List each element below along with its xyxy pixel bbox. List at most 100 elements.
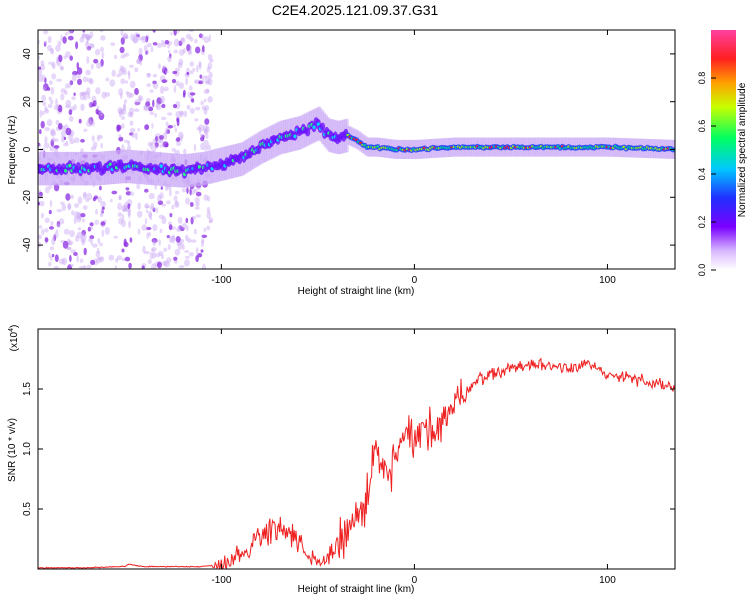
noise-blob xyxy=(117,202,122,211)
noise-blob xyxy=(122,207,129,212)
noise-blob xyxy=(114,264,117,269)
noise-blob xyxy=(153,144,158,150)
noise-blob xyxy=(122,208,127,212)
ridge-core xyxy=(197,165,201,169)
noise-blob xyxy=(189,187,192,196)
noise-blob xyxy=(86,33,90,41)
noise-blob xyxy=(47,103,53,109)
noise-blob xyxy=(110,42,116,47)
noise-blob xyxy=(183,89,186,96)
noise-blob xyxy=(167,244,171,251)
noise-blob xyxy=(164,260,170,268)
noise-blob xyxy=(171,78,177,84)
noise-blob xyxy=(194,118,199,122)
spectrogram-panel: -100 0 100 -40 -20 0 20 40 Height of straight l… xyxy=(7,29,676,297)
noise-blob xyxy=(44,106,48,112)
noise-blob xyxy=(41,94,46,102)
snr-axes: -100 0 100 0.5 1.0 1.5 xyxy=(22,329,675,586)
noise-blob xyxy=(174,190,180,195)
noise-blob xyxy=(48,209,52,215)
noise-blob xyxy=(121,213,125,222)
noise-blob xyxy=(166,200,171,205)
noise-blob xyxy=(145,50,148,55)
noise-blob xyxy=(101,206,105,211)
noise-blob xyxy=(89,102,94,108)
x-tick-label: -100 xyxy=(211,575,231,586)
noise-blob xyxy=(90,43,95,49)
noise-blob xyxy=(60,65,65,71)
noise-blob xyxy=(120,37,125,45)
noise-blob xyxy=(116,73,121,78)
noise-blob xyxy=(137,202,142,210)
noise-blob xyxy=(158,214,165,219)
noise-blob xyxy=(129,132,134,136)
noise-blob xyxy=(90,146,97,151)
noise-blob xyxy=(195,46,201,54)
noise-blob xyxy=(48,96,52,101)
noise-blob xyxy=(136,59,141,64)
noise-blob xyxy=(147,259,152,264)
noise-blob xyxy=(209,58,214,63)
noise-blob xyxy=(203,108,208,115)
noise-blob xyxy=(65,140,68,145)
noise-blob xyxy=(119,92,123,99)
noise-blob xyxy=(189,49,192,55)
noise-blob xyxy=(86,35,93,39)
noise-blob xyxy=(105,77,110,82)
noise-blob xyxy=(69,30,75,34)
noise-blob xyxy=(44,77,47,84)
noise-blob xyxy=(195,202,200,207)
ridge-core xyxy=(316,122,320,126)
noise-blob xyxy=(165,143,169,148)
noise-blob xyxy=(125,208,132,212)
y-tick-label: 0 xyxy=(22,146,33,152)
noise-blob xyxy=(44,186,50,194)
noise-blob xyxy=(41,110,45,116)
x-tick-label: 100 xyxy=(599,275,616,286)
noise-blob xyxy=(185,217,189,224)
noise-blob xyxy=(120,30,124,37)
noise-blob xyxy=(174,127,178,133)
noise-blob xyxy=(146,83,151,88)
noise-blob xyxy=(73,137,80,144)
noise-blob xyxy=(123,205,129,209)
noise-blob xyxy=(156,42,163,48)
noise-blob xyxy=(41,228,45,236)
noise-blob xyxy=(157,194,162,202)
noise-blob xyxy=(63,55,68,60)
noise-blob xyxy=(134,32,139,39)
noise-blob xyxy=(47,44,52,52)
noise-blob xyxy=(151,263,157,269)
noise-blob xyxy=(128,262,132,269)
noise-blob xyxy=(159,138,164,144)
noise-blob xyxy=(167,55,172,63)
noise-blob xyxy=(205,125,210,134)
noise-blob xyxy=(81,33,85,40)
noise-blob xyxy=(50,99,54,105)
noise-blob xyxy=(76,255,79,263)
noise-blob xyxy=(190,108,195,114)
noise-blob xyxy=(146,72,151,78)
noise-blob xyxy=(168,221,172,226)
spectrogram-x-axis-label: Height of straight line (km) xyxy=(298,286,415,297)
noise-blob xyxy=(58,218,65,225)
noise-blob xyxy=(175,30,180,34)
noise-blob xyxy=(96,257,102,264)
noise-blob xyxy=(65,193,71,201)
noise-blob xyxy=(81,218,85,223)
noise-blob xyxy=(86,119,92,127)
noise-blob xyxy=(100,58,104,67)
noise-blob xyxy=(86,264,92,269)
noise-blob xyxy=(144,124,150,131)
noise-blob xyxy=(116,124,121,132)
noise-blob xyxy=(124,52,130,57)
noise-blob xyxy=(206,225,211,231)
noise-blob xyxy=(186,33,192,40)
noise-blob xyxy=(144,205,151,209)
noise-blob xyxy=(127,111,133,118)
noise-blob xyxy=(176,118,180,127)
noise-blob xyxy=(81,238,86,246)
x-tick-label: 100 xyxy=(599,575,616,586)
noise-blob xyxy=(182,48,186,54)
